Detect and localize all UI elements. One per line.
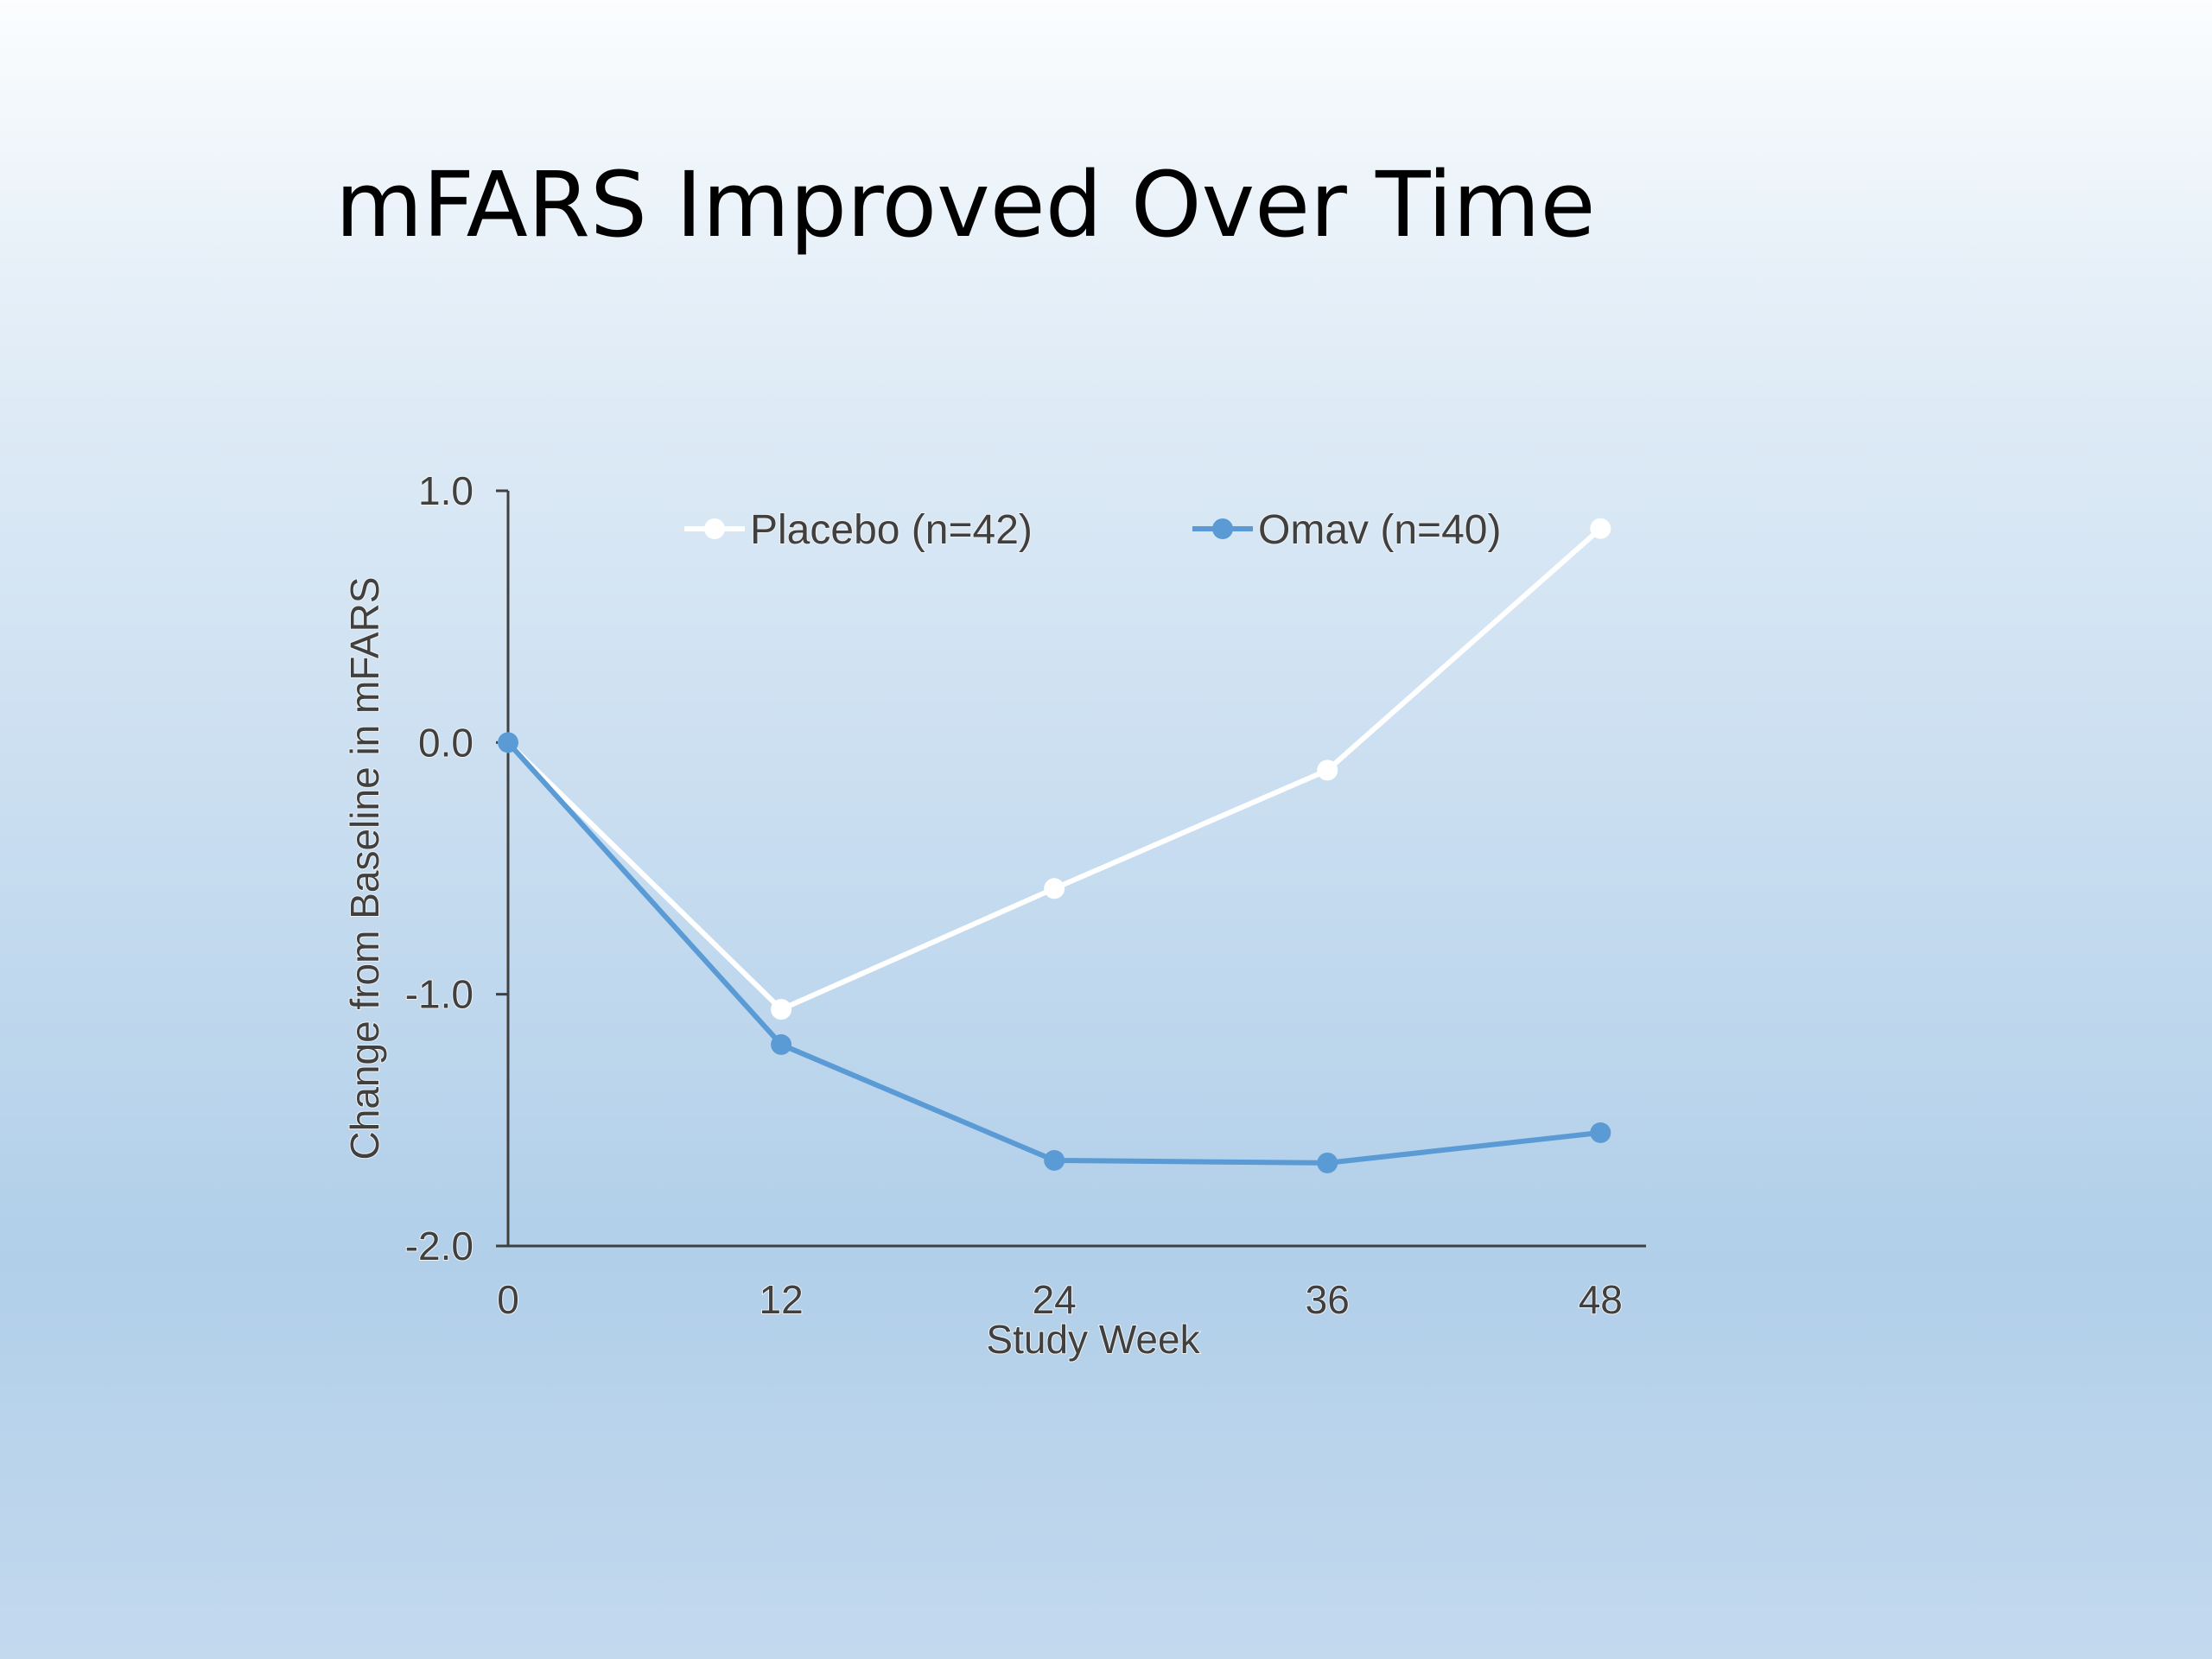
data-point (771, 999, 792, 1020)
y-tick-label: -1.0 (405, 972, 474, 1017)
chart-legend: Placebo (n=42) Omav (n=40) (684, 506, 1502, 554)
data-point (1044, 878, 1065, 899)
legend-label: Omav (n=40) (1258, 507, 1501, 553)
legend-label: Placebo (n=42) (750, 507, 1033, 553)
data-point (1317, 1152, 1338, 1173)
legend-item: Placebo (n=42) (684, 506, 1033, 554)
series-omav (498, 732, 1611, 1173)
data-point (1044, 1149, 1065, 1171)
series-line (505, 526, 1603, 1013)
y-tick-label: -2.0 (405, 1224, 474, 1268)
data-point (1317, 760, 1338, 781)
y-axis-ticks: 1.0 0.0 -1.0 -2.0 (404, 467, 508, 1269)
slide-title: mFARS Improved Over Time (335, 152, 1596, 257)
legend-item: Omav (n=40) (1192, 506, 1502, 554)
x-tick-label: 12 (759, 1277, 803, 1322)
series-placebo (498, 518, 1611, 1020)
series-line (505, 741, 1601, 1166)
y-axis-title: Change from Baseline in mFARS (342, 577, 387, 1160)
x-tick-label: 24 (1033, 1277, 1077, 1322)
data-point (498, 732, 518, 753)
y-tick-label: 0.0 (418, 720, 474, 765)
x-tick-label: 36 (1306, 1277, 1350, 1322)
x-axis-title: Study Week (986, 1317, 1200, 1362)
y-tick-label: 1.0 (418, 468, 474, 513)
series-layer (498, 518, 1611, 1173)
legend-swatch-marker (1212, 518, 1233, 539)
x-tick-label: 48 (1579, 1277, 1623, 1322)
data-point (771, 1033, 792, 1055)
x-axis-ticks: 0 12 24 36 48 (496, 1276, 1624, 1323)
chart-axes (506, 491, 1646, 1248)
x-tick-label: 0 (497, 1277, 519, 1322)
legend-swatch-marker (704, 518, 725, 539)
data-point (1590, 518, 1611, 539)
data-point (1590, 1122, 1611, 1143)
